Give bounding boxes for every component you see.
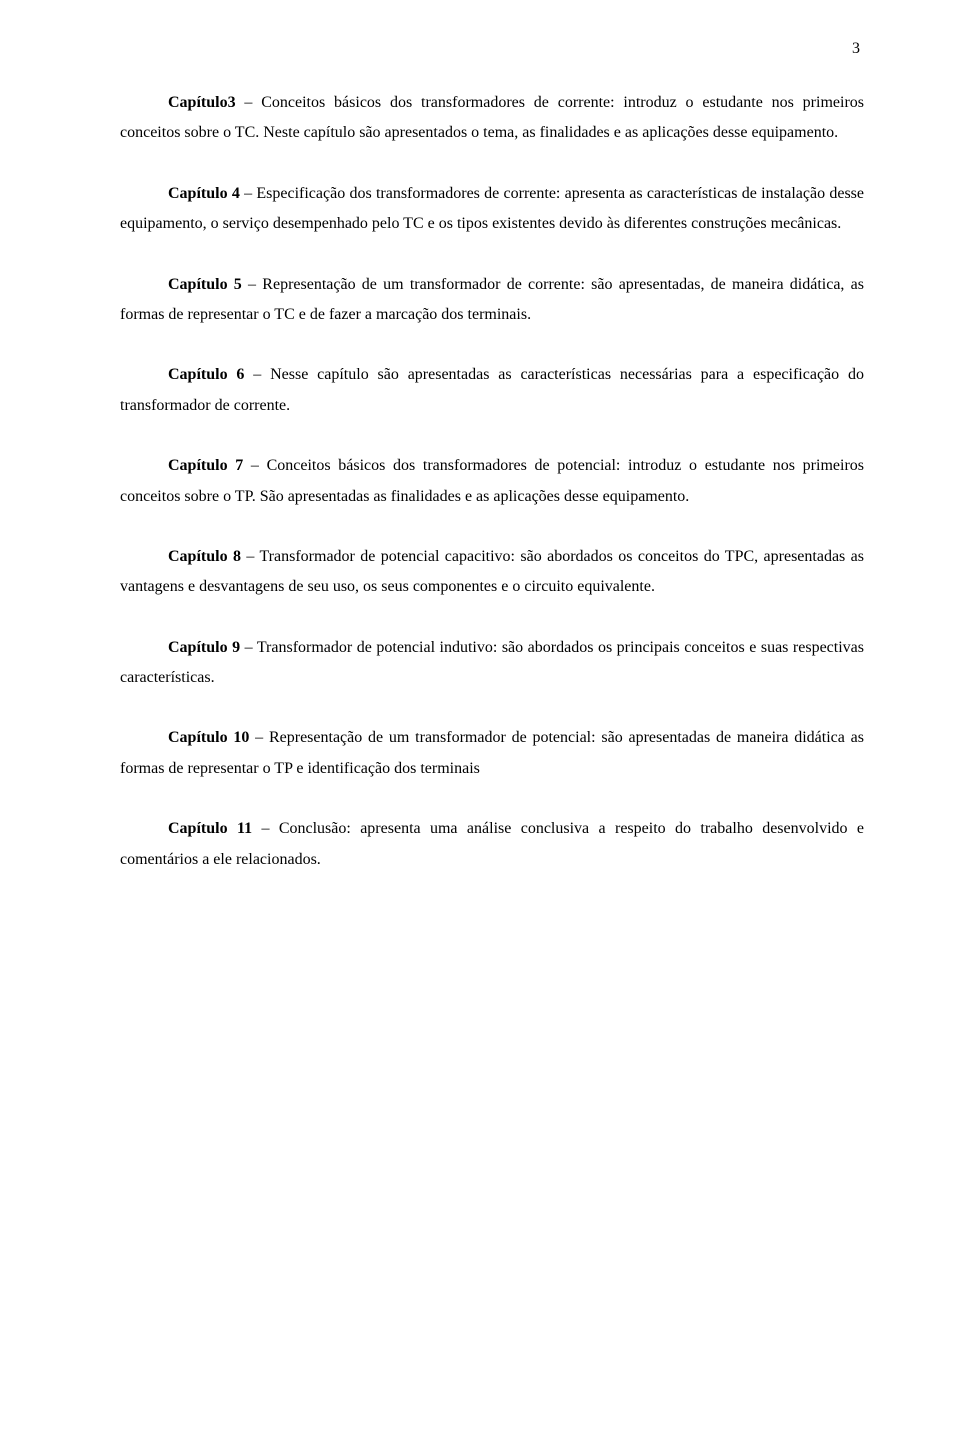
paragraph-cap9: Capítulo 9 – Transformador de potencial …	[120, 633, 864, 694]
paragraph-cap7: Capítulo 7 – Conceitos básicos dos trans…	[120, 451, 864, 512]
paragraph-lead: Capítulo 4	[168, 185, 240, 202]
paragraph-lead: Capítulo 10	[168, 729, 249, 746]
document-page: 3 Capítulo3 – Conceitos básicos dos tran…	[0, 0, 960, 1434]
paragraph-cap11: Capítulo 11 – Conclusão: apresenta uma a…	[120, 814, 864, 875]
paragraph-lead: Capítulo 8	[168, 548, 241, 565]
paragraph-lead: Capítulo 5	[168, 276, 242, 293]
paragraph-cap10: Capítulo 10 – Representação de um transf…	[120, 723, 864, 784]
paragraph-cap3: Capítulo3 – Conceitos básicos dos transf…	[120, 88, 864, 149]
paragraph-lead: Capítulo 9	[168, 639, 240, 656]
paragraph-cap4: Capítulo 4 – Especificação dos transform…	[120, 179, 864, 240]
paragraph-cap5: Capítulo 5 – Representação de um transfo…	[120, 270, 864, 331]
paragraph-lead: Capítulo 6	[168, 366, 244, 383]
paragraph-cap6: Capítulo 6 – Nesse capítulo são apresent…	[120, 360, 864, 421]
page-number: 3	[852, 40, 860, 58]
paragraph-lead: Capítulo 11	[168, 820, 252, 837]
paragraph-lead: Capítulo 7	[168, 457, 243, 474]
paragraph-cap8: Capítulo 8 – Transformador de potencial …	[120, 542, 864, 603]
paragraph-lead: Capítulo3	[168, 94, 236, 111]
